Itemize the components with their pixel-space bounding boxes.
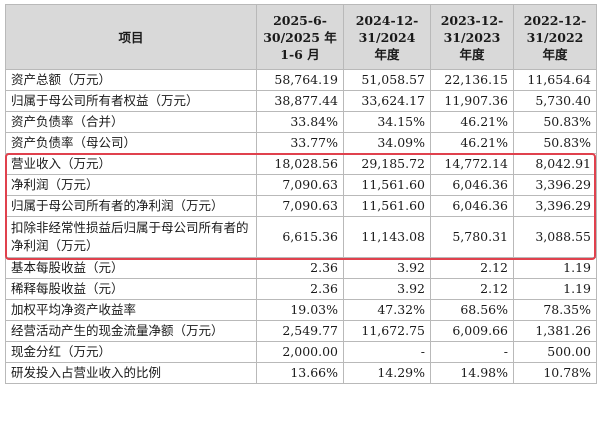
financial-data-table: 项目 2025-6- 30/2025 年 1-6 月 2024-12- 31/2… <box>5 4 597 384</box>
row-value: 33.77% <box>256 132 344 154</box>
row-value: 2.12 <box>430 278 514 300</box>
row-label: 归属于母公司所有者权益（万元） <box>5 90 257 112</box>
row-value: 46.21% <box>430 111 514 133</box>
row-value: 14.98% <box>430 362 514 384</box>
row-label: 净利润（万元） <box>5 174 257 196</box>
table-header-row: 项目 2025-6- 30/2025 年 1-6 月 2024-12- 31/2… <box>5 4 597 70</box>
row-value: 3.92 <box>343 278 431 300</box>
row-value: 33.84% <box>256 111 344 133</box>
row-value: 2,000.00 <box>256 341 344 363</box>
row-value: 8,042.91 <box>513 153 597 175</box>
row-value: 51,058.57 <box>343 69 431 91</box>
table-row: 基本每股收益（元） 2.36 3.92 2.12 1.19 <box>5 257 597 279</box>
table-row: 现金分红（万元） 2,000.00- -500.00 <box>5 341 597 363</box>
row-value: 78.35% <box>513 299 597 321</box>
row-value: 22,136.15 <box>430 69 514 91</box>
table-row: 加权平均净资产收益率 19.03% 47.32% 68.56% 78.35% <box>5 299 597 321</box>
row-value: 1.19 <box>513 278 597 300</box>
row-value: 68.56% <box>430 299 514 321</box>
row-value: 2,549.77 <box>256 320 344 342</box>
row-label: 基本每股收益（元） <box>5 257 257 279</box>
row-value: 29,185.72 <box>343 153 431 175</box>
table-row: 稀释每股收益（元） 2.36 3.92 2.12 1.19 <box>5 278 597 300</box>
row-value: 10.78% <box>513 362 597 384</box>
row-value: 50.83% <box>513 111 597 133</box>
header-period-2023: 2023-12- 31/2023 年度 <box>430 4 514 70</box>
row-value: 6,046.36 <box>430 195 514 217</box>
row-value: 14.29% <box>343 362 431 384</box>
row-label: 研发投入占营业收入的比例 <box>5 362 257 384</box>
row-value: 2.36 <box>256 257 344 279</box>
row-value: 11,672.75 <box>343 320 431 342</box>
row-value: 6,615.36 <box>256 216 344 258</box>
table-row: 归属于母公司所有者的净利润（万元） 7,090.63 11,561.60 6,046.… <box>5 195 597 217</box>
header-period-2022: 2022-12- 31/2022 年度 <box>513 4 597 70</box>
table-row: 营业收入（万元） 18,028.56 29,185.72 14,772.14 8,042… <box>5 153 597 175</box>
row-value: 5,780.31 <box>430 216 514 258</box>
row-value: - <box>343 341 431 363</box>
table-body: 资产总额（万元） 58,764.19 51,058.57 22,136.15 11,65… <box>5 69 597 384</box>
row-label: 扣除非经常性损益后归属于母公司所有者的净利润（万元） <box>5 216 257 258</box>
row-label: 资产负债率（合并） <box>5 111 257 133</box>
row-value: 18,028.56 <box>256 153 344 175</box>
row-label: 现金分红（万元） <box>5 341 257 363</box>
row-value: - <box>430 341 514 363</box>
table-row: 资产负债率（合并） 33.84% 34.15% 46.21% 50.83% <box>5 111 597 133</box>
header-period-2025h1: 2025-6- 30/2025 年 1-6 月 <box>256 4 344 70</box>
row-value: 1,381.26 <box>513 320 597 342</box>
row-value: 58,764.19 <box>256 69 344 91</box>
row-label: 经营活动产生的现金流量净额（万元） <box>5 320 257 342</box>
row-value: 2.12 <box>430 257 514 279</box>
row-value: 14,772.14 <box>430 153 514 175</box>
row-value: 11,907.36 <box>430 90 514 112</box>
row-value: 6,009.66 <box>430 320 514 342</box>
row-value: 33,624.17 <box>343 90 431 112</box>
row-value: 50.83% <box>513 132 597 154</box>
table-row: 净利润（万元） 7,090.63 11,561.60 6,046.36 3,396.29 <box>5 174 597 196</box>
row-value: 1.19 <box>513 257 597 279</box>
row-value: 46.21% <box>430 132 514 154</box>
row-value: 13.66% <box>256 362 344 384</box>
table-row: 资产总额（万元） 58,764.19 51,058.57 22,136.15 11,65… <box>5 69 597 91</box>
row-label: 资产总额（万元） <box>5 69 257 91</box>
table-row: 扣除非经常性损益后归属于母公司所有者的净利润（万元） 6,615.36 11,143… <box>5 216 597 258</box>
header-item: 项目 <box>5 4 257 70</box>
table-row: 研发投入占营业收入的比例 13.66% 14.29% 14.98% 10.78% <box>5 362 597 384</box>
row-value: 19.03% <box>256 299 344 321</box>
row-value: 7,090.63 <box>256 174 344 196</box>
row-label: 营业收入（万元） <box>5 153 257 175</box>
table-row: 归属于母公司所有者权益（万元） 38,877.44 33,624.17 11,907.… <box>5 90 597 112</box>
row-value: 11,561.60 <box>343 174 431 196</box>
row-label: 归属于母公司所有者的净利润（万元） <box>5 195 257 217</box>
row-label: 资产负债率（母公司） <box>5 132 257 154</box>
row-value: 3,396.29 <box>513 195 597 217</box>
row-label: 稀释每股收益（元） <box>5 278 257 300</box>
table-row: 资产负债率（母公司） 33.77% 34.09% 46.21% 50.83% <box>5 132 597 154</box>
row-value: 6,046.36 <box>430 174 514 196</box>
row-value: 34.09% <box>343 132 431 154</box>
row-value: 3,088.55 <box>513 216 597 258</box>
row-value: 3,396.29 <box>513 174 597 196</box>
header-period-2024: 2024-12- 31/2024 年度 <box>343 4 431 70</box>
row-value: 34.15% <box>343 111 431 133</box>
row-value: 500.00 <box>513 341 597 363</box>
row-value: 2.36 <box>256 278 344 300</box>
row-label: 加权平均净资产收益率 <box>5 299 257 321</box>
row-value: 47.32% <box>343 299 431 321</box>
row-value: 3.92 <box>343 257 431 279</box>
row-value: 38,877.44 <box>256 90 344 112</box>
table-row: 经营活动产生的现金流量净额（万元） 2,549.77 11,672.75 6,009.… <box>5 320 597 342</box>
row-value: 11,561.60 <box>343 195 431 217</box>
row-value: 11,654.64 <box>513 69 597 91</box>
row-value: 7,090.63 <box>256 195 344 217</box>
row-value: 11,143.08 <box>343 216 431 258</box>
row-value: 5,730.40 <box>513 90 597 112</box>
